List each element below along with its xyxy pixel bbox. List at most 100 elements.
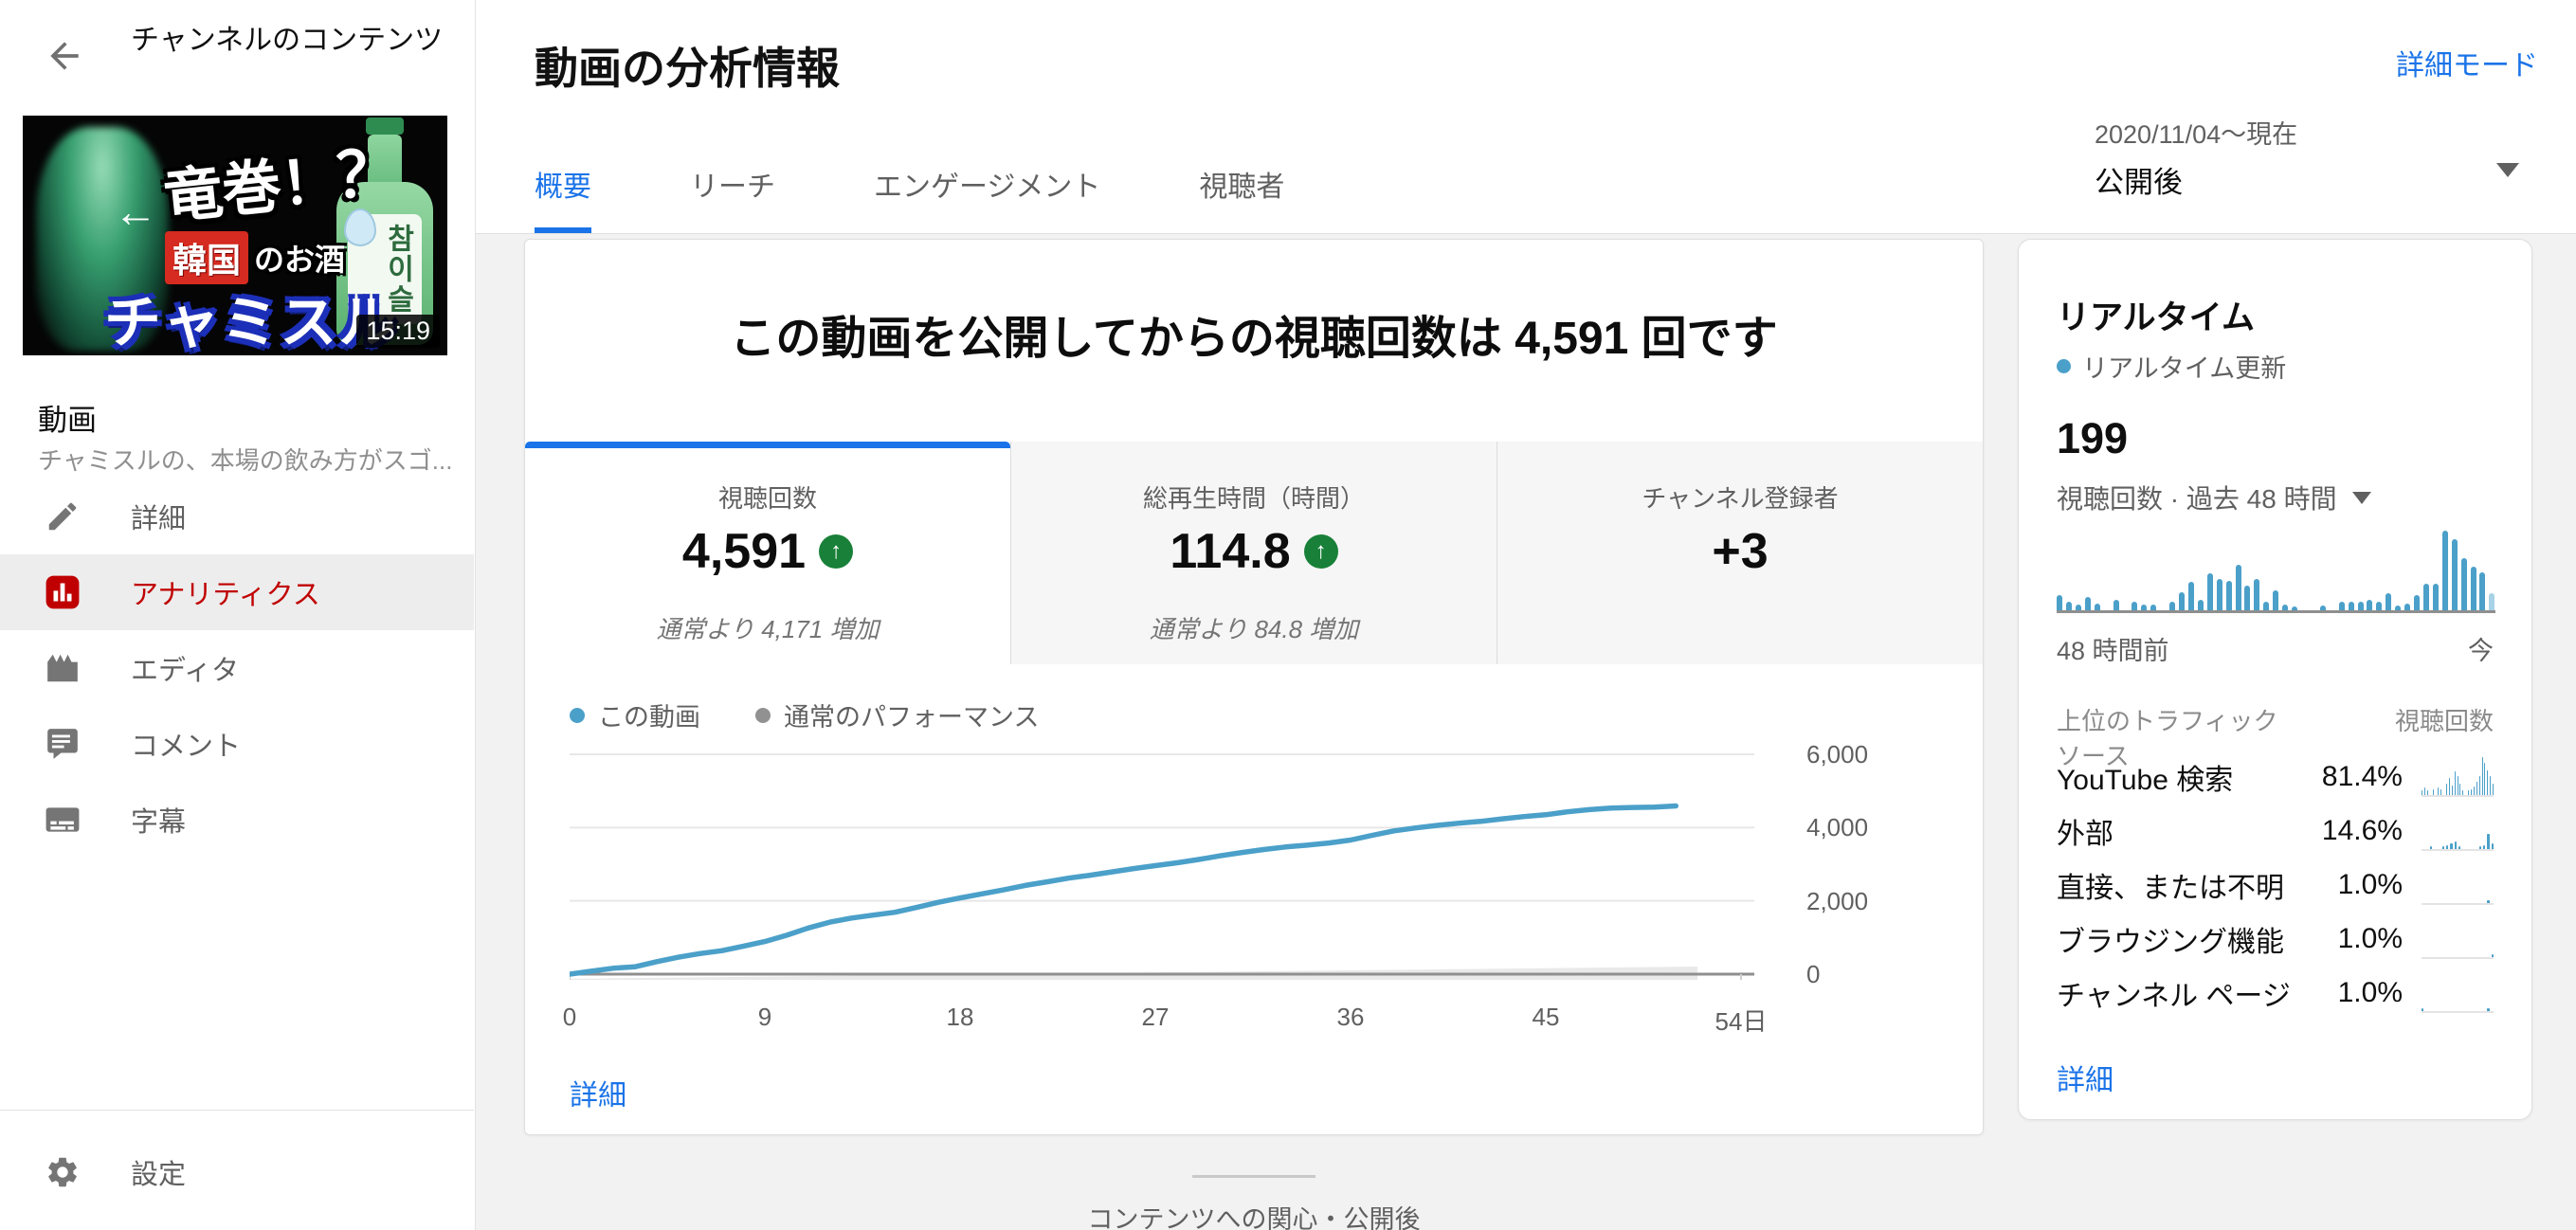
thumbnail-subtitle-white: のお酒	[254, 243, 346, 277]
next-section-expander[interactable]: コンテンツへの関心・公開後	[524, 1175, 1984, 1230]
advanced-mode-link[interactable]: 詳細モード	[2396, 50, 2538, 81]
thumbnail-arrow-text: ←	[114, 187, 157, 236]
realtime-bar	[2357, 602, 2364, 610]
date-range-selector[interactable]: 2020/11/04〜現在 公開後	[2095, 114, 2519, 201]
realtime-bar	[2489, 593, 2495, 610]
thumbnail-main-title: チャミスル	[104, 291, 398, 354]
chart-legend: この動画 通常のパフォーマンス	[570, 696, 1039, 733]
thumbnail-headline-text: 竜巻！	[160, 147, 343, 231]
tab-エンゲージメント[interactable]: エンゲージメント	[874, 172, 1101, 203]
legend-item-1[interactable]: 通常のパフォーマンス	[755, 696, 1039, 733]
traffic-source-row: 外部 14.6%	[2057, 804, 2494, 858]
realtime-bar	[2235, 565, 2241, 610]
sidebar-item-label: 設定	[131, 1160, 187, 1190]
traffic-sparkline-chart	[2422, 919, 2494, 959]
analytics-icon	[44, 573, 82, 611]
realtime-bar	[2376, 602, 2383, 610]
realtime-card: リアルタイム リアルタイム更新 199 視聴回数 · 過去 48 時間 48 時…	[2018, 239, 2532, 1120]
realtime-bar	[2065, 602, 2072, 610]
sidebar-item-label: アナリティクス	[131, 580, 320, 610]
metric-value: 114.8	[1170, 524, 1291, 579]
realtime-bar	[2414, 595, 2421, 610]
y-axis-tick: 4,000	[1806, 813, 1869, 842]
realtime-bar	[2254, 579, 2260, 610]
realtime-axis-right: 今	[2468, 637, 2494, 665]
y-axis-tick: 6,000	[1806, 740, 1869, 769]
legend-label: 通常のパフォーマンス	[784, 703, 1040, 732]
realtime-bar	[2348, 602, 2354, 610]
realtime-bar	[2432, 584, 2439, 610]
legend-item-0[interactable]: この動画	[570, 696, 700, 733]
soju-bottle-graphic: 참이슬	[332, 118, 438, 354]
legend-dot-icon	[755, 707, 771, 723]
legend-label: この動画	[598, 703, 700, 732]
realtime-bar	[2282, 605, 2289, 610]
sidebar-item-subtitles[interactable]: 字幕	[0, 782, 474, 858]
video-thumbnail[interactable]: 참이슬 ← 竜巻！ ？ 韓国 のお酒 チャミスル 15:19	[23, 116, 447, 355]
tab-視聴者[interactable]: 視聴者	[1199, 172, 1285, 203]
sidebar-item-label: 詳細	[131, 504, 187, 534]
pencil-icon	[44, 497, 82, 535]
realtime-bar	[2084, 597, 2091, 610]
realtime-bar	[2169, 602, 2176, 610]
realtime-bar	[2150, 605, 2157, 610]
realtime-bar	[2075, 605, 2081, 610]
realtime-bar	[2386, 593, 2392, 610]
date-range-text: 2020/11/04〜現在	[2095, 120, 2298, 149]
realtime-bar	[2319, 606, 2326, 610]
realtime-bar	[2197, 600, 2204, 610]
realtime-count-label: 視聴回数 · 過去 48 時間	[2057, 484, 2337, 514]
overview-card: この動画を公開してからの視聴回数は 4,591 回です 視聴回数 4,591 ↑ 通常…	[524, 239, 1984, 1135]
traffic-source-list: YouTube 検索 81.4% 外部 14.6% 直接、または不明 1.0% ブラウジング…	[2057, 750, 2494, 1020]
traffic-source-row: チャンネル ページ 1.0%	[2057, 966, 2494, 1020]
realtime-bar	[2057, 595, 2062, 610]
sidebar-item-details[interactable]: 詳細	[0, 479, 474, 554]
sidebar-item-editor[interactable]: エディタ	[0, 630, 474, 706]
realtime-axis-left: 48 時間前	[2057, 637, 2169, 665]
back-button[interactable]	[42, 34, 87, 80]
realtime-bar	[2367, 600, 2373, 610]
editor-icon	[44, 649, 82, 687]
y-axis-tick: 0	[1806, 960, 1821, 988]
tab-リーチ[interactable]: リーチ	[690, 172, 775, 203]
sidebar-item-analytics[interactable]: アナリティクス	[0, 554, 474, 630]
metric-tab-0[interactable]: 視聴回数 4,591 ↑ 通常より 4,171 増加	[525, 442, 1010, 664]
x-axis-tick: 54日	[1714, 1007, 1768, 1036]
realtime-bar	[2187, 582, 2194, 610]
sidebar-item-label: コメント	[131, 732, 242, 762]
realtime-count-selector[interactable]: 視聴回数 · 過去 48 時間	[2057, 479, 2371, 516]
metric-label: 総再生時間（時間）	[1142, 484, 1365, 513]
sidebar-item-label: 字幕	[131, 807, 187, 838]
metric-delta: 通常より 84.8 増加	[1149, 615, 1359, 643]
metric-value: +3	[1712, 524, 1769, 579]
realtime-bar	[2470, 567, 2476, 610]
x-axis-tick: 18	[946, 1003, 974, 1031]
realtime-title: リアルタイム	[2057, 299, 2255, 336]
overview-details-link[interactable]: 詳細	[570, 1080, 626, 1112]
realtime-bar	[2216, 579, 2222, 610]
video-duration-badge: 15:19	[356, 315, 440, 348]
x-axis-tick: 0	[562, 1003, 577, 1031]
live-dot-icon	[2057, 359, 2071, 373]
chevron-down-icon	[2496, 163, 2519, 177]
x-axis-tick: 45	[1532, 1003, 1560, 1031]
traffic-source-label: YouTube 検索	[2057, 764, 2234, 796]
realtime-bar	[2422, 584, 2429, 610]
realtime-bar	[2225, 581, 2232, 610]
traffic-sparkline-chart	[2422, 811, 2494, 851]
traffic-source-percent: 1.0%	[2337, 922, 2403, 954]
realtime-bar	[2404, 604, 2411, 610]
realtime-bar	[2338, 602, 2345, 610]
tornado-graphic	[36, 127, 169, 351]
traffic-sparkline-chart	[2422, 756, 2494, 797]
tab-概要[interactable]: 概要	[535, 163, 591, 233]
sidebar-item-settings[interactable]: 設定	[0, 1134, 474, 1210]
metric-tab-2[interactable]: チャンネル登録者 +3	[1497, 442, 1983, 664]
sidebar-item-comments[interactable]: コメント	[0, 706, 474, 782]
metric-tab-1[interactable]: 総再生時間（時間） 114.8 ↑ 通常より 84.8 増加	[1010, 442, 1497, 664]
realtime-details-link[interactable]: 詳細	[2057, 1065, 2113, 1096]
traffic-source-label: チャンネル ページ	[2057, 980, 2291, 1012]
traffic-source-percent: 1.0%	[2337, 868, 2403, 900]
realtime-bar	[2141, 605, 2148, 610]
